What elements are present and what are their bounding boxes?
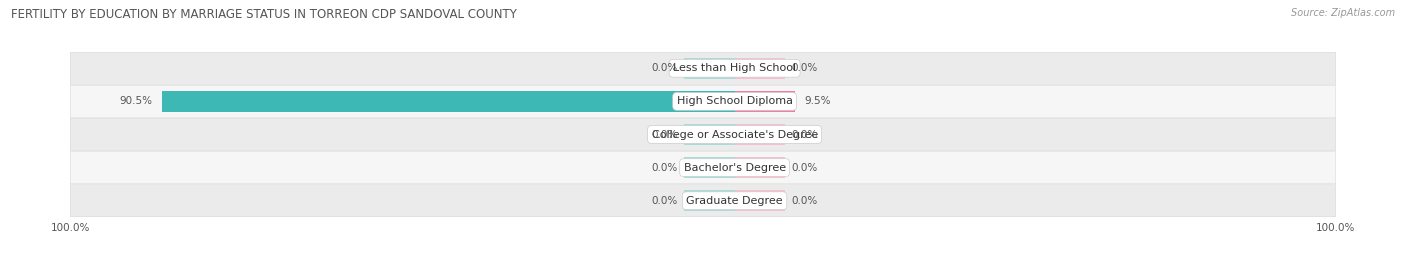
Bar xyxy=(734,124,785,145)
Bar xyxy=(162,91,734,112)
FancyBboxPatch shape xyxy=(70,52,1336,84)
FancyBboxPatch shape xyxy=(70,118,1336,151)
Text: College or Associate's Degree: College or Associate's Degree xyxy=(651,129,818,140)
Text: Source: ZipAtlas.com: Source: ZipAtlas.com xyxy=(1291,8,1395,18)
Bar xyxy=(685,157,734,178)
Bar xyxy=(685,190,734,211)
Bar xyxy=(685,58,734,79)
Text: 9.5%: 9.5% xyxy=(804,96,831,107)
Text: 90.5%: 90.5% xyxy=(120,96,152,107)
Text: 0.0%: 0.0% xyxy=(792,162,818,173)
Text: 0.0%: 0.0% xyxy=(651,162,678,173)
Text: 0.0%: 0.0% xyxy=(792,63,818,73)
Bar xyxy=(734,58,785,79)
Text: 0.0%: 0.0% xyxy=(651,129,678,140)
FancyBboxPatch shape xyxy=(70,151,1336,184)
Bar xyxy=(685,124,734,145)
Bar xyxy=(734,91,794,112)
Bar xyxy=(734,190,785,211)
Bar xyxy=(734,157,785,178)
Text: Graduate Degree: Graduate Degree xyxy=(686,196,783,206)
Text: Bachelor's Degree: Bachelor's Degree xyxy=(683,162,786,173)
Text: 0.0%: 0.0% xyxy=(651,63,678,73)
Text: 0.0%: 0.0% xyxy=(792,196,818,206)
Text: 0.0%: 0.0% xyxy=(792,129,818,140)
Text: FERTILITY BY EDUCATION BY MARRIAGE STATUS IN TORREON CDP SANDOVAL COUNTY: FERTILITY BY EDUCATION BY MARRIAGE STATU… xyxy=(11,8,517,21)
Text: Less than High School: Less than High School xyxy=(673,63,796,73)
FancyBboxPatch shape xyxy=(70,185,1336,217)
Text: 0.0%: 0.0% xyxy=(651,196,678,206)
FancyBboxPatch shape xyxy=(70,85,1336,118)
Text: High School Diploma: High School Diploma xyxy=(676,96,793,107)
